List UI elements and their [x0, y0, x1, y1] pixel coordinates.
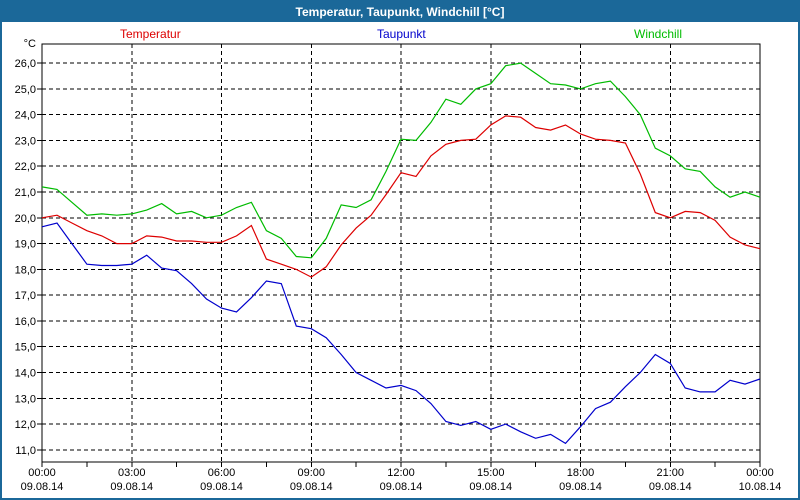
- y-tick-label: 14,0: [15, 368, 36, 380]
- x-tick-time-label: 03:00: [118, 467, 146, 479]
- y-tick-label: 22,0: [15, 161, 36, 173]
- x-tick-time-label: 15:00: [477, 467, 505, 479]
- x-tick-time-label: 12:00: [387, 467, 415, 479]
- window-title: Temperatur, Taupunkt, Windchill [°C]: [295, 5, 505, 19]
- y-tick-label: 18,0: [15, 264, 36, 276]
- x-tick-date-label: 09.08.14: [469, 481, 512, 493]
- plot-border: [41, 43, 761, 463]
- y-tick-label: 25,0: [15, 84, 36, 96]
- x-tick-time-label: 18:00: [567, 467, 595, 479]
- x-tick-time-label: 00:00: [28, 467, 56, 479]
- x-tick-date-label: 09.08.14: [200, 481, 243, 493]
- legend-temperatur: Temperatur: [120, 27, 181, 41]
- y-tick-label: 20,0: [15, 213, 36, 225]
- x-tick-date-label: 09.08.14: [21, 481, 64, 493]
- x-tick-date-label: 10.08.14: [739, 481, 782, 493]
- y-tick-label: 21,0: [15, 187, 36, 199]
- y-tick-label: 26,0: [15, 58, 36, 70]
- y-tick-label: 13,0: [15, 393, 36, 405]
- y-tick-label: 23,0: [15, 135, 36, 147]
- y-tick-label: 24,0: [15, 110, 36, 122]
- legend-windchill: Windchill: [634, 27, 683, 41]
- y-tick-label: 19,0: [15, 239, 36, 251]
- series-temperatur: [41, 115, 761, 278]
- legend-taupunkt: Taupunkt: [377, 27, 426, 41]
- x-tick-date-label: 09.08.14: [290, 481, 333, 493]
- y-tick-label: 15,0: [15, 342, 36, 354]
- x-tick-date-label: 09.08.14: [559, 481, 602, 493]
- x-tick-time-label: 21:00: [656, 467, 684, 479]
- y-tick-label: 12,0: [15, 419, 36, 431]
- y-tick-label: 11,0: [15, 445, 36, 457]
- title-bar: Temperatur, Taupunkt, Windchill [°C]: [2, 2, 798, 22]
- series-taupunkt: [41, 222, 761, 445]
- x-tick-time-label: 09:00: [297, 467, 325, 479]
- x-tick-date-label: 09.08.14: [380, 481, 423, 493]
- x-tick-date-label: 09.08.14: [110, 481, 153, 493]
- x-tick-time-label: 06:00: [208, 467, 236, 479]
- y-tick-label: 17,0: [15, 290, 36, 302]
- x-tick-date-label: 09.08.14: [649, 481, 692, 493]
- y-axis-unit-label: °C: [23, 38, 36, 50]
- series-windchill: [41, 62, 761, 259]
- y-tick-label: 16,0: [15, 316, 36, 328]
- x-tick-time-label: 00:00: [746, 467, 774, 479]
